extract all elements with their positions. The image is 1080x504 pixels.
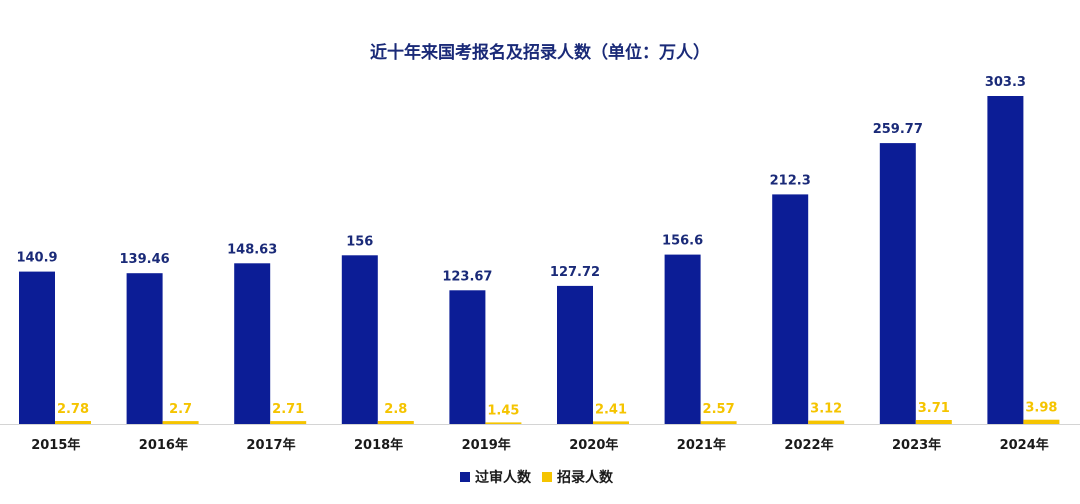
chart-title: 近十年来国考报名及招录人数（单位：万人） (370, 42, 710, 63)
bar-passed-2016年 (126, 273, 163, 424)
data-label-recruited-2016年: 2.7 (169, 402, 192, 417)
bar-passed-2024年 (987, 96, 1024, 424)
data-label-passed-2021年: 156.6 (662, 234, 703, 249)
legend: 过审人数 招录人数 (460, 469, 614, 486)
data-label-passed-2017年: 148.63 (227, 242, 277, 257)
bar-recruited-2018年 (377, 421, 414, 424)
bar-recruited-2017年 (270, 421, 307, 424)
x-tick-label-2016年: 2016年 (139, 437, 188, 453)
x-tick-label-2024年: 2024年 (1000, 437, 1049, 453)
bar-recruited-2016年 (162, 421, 199, 424)
bar-passed-2019年 (449, 290, 486, 424)
bar-recruited-2019年 (485, 422, 522, 424)
legend-label-passed: 过审人数 (475, 469, 532, 486)
x-tick-label-2023年: 2023年 (892, 437, 941, 453)
bar-recruited-2015年 (55, 421, 91, 424)
bar-passed-2015年 (19, 271, 55, 424)
data-label-passed-2016年: 139.46 (120, 252, 170, 267)
data-label-passed-2020年: 127.72 (550, 265, 600, 280)
bar-recruited-2023年 (915, 420, 952, 424)
x-tick-label-2018年: 2018年 (354, 437, 403, 453)
legend-swatch-passed (460, 472, 470, 482)
bar-passed-2018年 (341, 255, 378, 424)
data-label-recruited-2024年: 3.98 (1025, 401, 1057, 416)
data-label-recruited-2018年: 2.8 (384, 402, 407, 417)
data-label-passed-2022年: 212.3 (770, 173, 811, 188)
data-label-recruited-2019年: 1.45 (487, 403, 519, 418)
data-label-recruited-2023年: 3.71 (918, 401, 950, 416)
data-label-passed-2018年: 156 (346, 234, 373, 249)
legend-label-recruited: 招录人数 (557, 469, 614, 486)
x-tick-label-2015年: 2015年 (31, 437, 80, 453)
data-label-recruited-2020年: 2.41 (595, 402, 627, 417)
bars-layer: 140.9 2.78 139.46 2.7 148.63 2.71 156 2.8 123.67… (16, 75, 1060, 424)
data-label-recruited-2017年: 2.71 (272, 402, 304, 417)
data-label-passed-2015年: 140.9 (16, 251, 57, 266)
bar-recruited-2022年 (808, 420, 845, 424)
bar-passed-2021年 (664, 254, 701, 424)
x-tick-label-2021年: 2021年 (677, 437, 726, 453)
bar-passed-2022年 (772, 194, 809, 424)
bar-passed-2020年 (557, 285, 593, 424)
legend-swatch-recruited (542, 472, 552, 482)
data-label-passed-2024年: 303.3 (985, 75, 1026, 90)
x-tick-label-2019年: 2019年 (462, 437, 511, 453)
data-label-recruited-2022年: 3.12 (810, 402, 842, 417)
x-tick-labels: 2015年 2016年 2017年 2018年 2019年 2020年 2021年 2022年… (31, 437, 1049, 453)
bar-recruited-2021年 (700, 421, 737, 424)
bar-recruited-2020年 (593, 421, 629, 424)
data-label-passed-2019年: 123.67 (442, 269, 492, 284)
x-tick-label-2017年: 2017年 (246, 437, 295, 453)
bar-recruited-2024年 (1023, 419, 1060, 424)
x-tick-label-2020年: 2020年 (569, 437, 618, 453)
x-tick-label-2022年: 2022年 (784, 437, 833, 453)
bar-passed-2017年 (234, 263, 271, 424)
data-label-passed-2023年: 259.77 (873, 122, 923, 137)
bar-passed-2023年 (879, 143, 916, 424)
data-label-recruited-2015年: 2.78 (57, 402, 89, 417)
data-label-recruited-2021年: 2.57 (703, 402, 735, 417)
